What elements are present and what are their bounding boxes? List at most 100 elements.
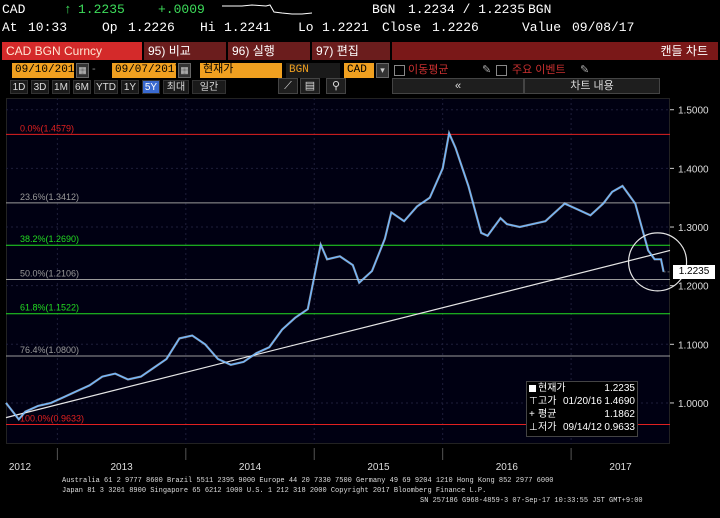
moving-average-label: 이동평균 [408,64,449,76]
legend-date: 01/20/16 [563,396,602,407]
fibonacci-level-label: 23.6%(1.3412) [20,192,79,202]
footer-contacts-2: Japan 81 3 3201 8900 Singapore 65 6212 1… [62,487,487,495]
end-date-field[interactable]: 09/07/2017 [112,63,181,78]
menu-edit-label: 편집 [336,44,359,58]
quote-source-2: BGN [528,2,552,17]
x-tick-label: 2012 [9,462,32,473]
menu-compare[interactable]: 95) 비교 [144,42,226,60]
calendar-icon[interactable]: ▦ [76,63,89,78]
high-marker-icon: ⊤ [529,396,538,407]
start-date-field[interactable]: 09/10/2012 [12,63,81,78]
bid-ask: 1.2234 / 1.2235 [408,2,526,17]
open-value: 1.2226 [128,20,175,35]
legend-row-high: ⊤ 고가 01/20/16 1.4690 [527,396,639,408]
menu-run-label: 실행 [252,44,275,58]
x-tick-label: 2017 [609,462,632,473]
zoom-icon[interactable]: ⚲ [326,78,346,94]
y-tick-label: 1.4000 [678,164,709,175]
legend-value: 1.1862 [604,409,635,420]
y-tick-label: 1.2000 [678,282,709,293]
chart-content-button[interactable]: 차트 내용 [524,78,660,94]
last-price-tag: 1.2235 [673,264,715,279]
fibonacci-level-label: 0.0%(1.4579) [20,123,74,133]
calendar-icon[interactable]: ▦ [178,63,191,78]
legend-label: 평균 [538,409,557,420]
y-tick-label: 1.5000 [678,106,709,117]
fibonacci-level-label: 38.2%(1.2690) [20,234,79,244]
value-label: Value [522,20,562,35]
events-label: 주요 이벤트 [512,64,566,76]
menu-run-num: 96) [232,44,250,58]
fibonacci-level-label: 76.4%(1.0800) [20,345,79,355]
footer-contacts-1: Australia 61 2 9777 8600 Brazil 5511 239… [62,477,554,485]
period-button-일간[interactable]: 일간 [192,80,226,94]
pencil-icon[interactable]: ✎ [482,64,492,76]
quote-header-line-2: At 10:33 Op 1.2226 Hi 1.2241 Lo 1.2221 C… [0,18,720,36]
date-separator: - [92,63,96,75]
pencil-icon[interactable]: ✎ [580,64,590,76]
close-label: Close [382,20,422,35]
legend-label: 현재가 [538,383,566,394]
average-marker-icon: + [529,409,535,420]
period-button-최대[interactable]: 최대 [163,80,189,94]
period-button-ytd[interactable]: YTD [94,80,118,94]
menu-run[interactable]: 96) 실행 [228,42,310,60]
value-date: 09/08/17 [572,20,635,35]
fibonacci-level-label: 50.0%(1.2106) [20,268,79,278]
events-checkbox[interactable] [496,65,507,76]
quote-header-line-1: CAD ↑ 1.2235 +.0009 BGN 1.2234 / 1.2235 … [0,0,720,18]
scroll-back-button[interactable]: « [392,78,524,94]
ticker: CAD [2,2,26,17]
source-field[interactable]: BGN [286,63,340,78]
x-tick-label: 2014 [239,462,262,473]
menu-edit[interactable]: 97) 편집 [312,42,390,60]
period-button-1m[interactable]: 1M [52,80,70,94]
dropdown-icon[interactable]: ▾ [376,63,389,78]
period-button-3d[interactable]: 3D [31,80,49,94]
legend-value: 1.2235 [604,383,635,394]
quote-time: 10:33 [28,20,68,35]
security-name[interactable]: CAD BGN Curncy [2,42,142,60]
legend-label: 저가 [538,422,557,433]
legend-value: 1.4690 [604,396,635,407]
chart-legend: 현재가 1.2235 ⊤ 고가 01/20/16 1.4690 + 평균 1.1… [526,381,638,437]
y-tick-label: 1.3000 [678,223,709,234]
line-chart-icon[interactable]: ⟋ [278,78,298,94]
fibonacci-level-label: 100.0%(0.9633) [20,413,84,423]
trend-line [5,249,671,419]
moving-average-checkbox[interactable] [394,65,405,76]
low-value: 1.2221 [322,20,369,35]
up-arrow-icon: ↑ [64,2,72,17]
low-marker-icon: ⊥ [529,422,538,433]
legend-row-last: 현재가 1.2235 [527,383,639,395]
chart-content-label: 차트 내용 [570,80,614,92]
currency-field[interactable]: CAD [344,63,374,78]
highlight-circle [627,232,688,292]
high-label: Hi [200,20,216,35]
high-value: 1.2241 [224,20,271,35]
chart-type-button[interactable]: 캔들 차트 [392,42,718,60]
x-tick-label: 2016 [496,462,519,473]
x-tick-label: 2013 [110,462,133,473]
quote-source: BGN [372,2,396,17]
menu-edit-num: 97) [316,44,334,58]
price-change: +.0009 [158,2,205,17]
period-button-1y[interactable]: 1Y [121,80,139,94]
period-button-1d[interactable]: 1D [10,80,28,94]
low-label: Lo [298,20,314,35]
close-value: 1.2226 [432,20,479,35]
sparkline [222,4,312,15]
at-label: At [2,20,18,35]
period-button-5y[interactable]: 5Y [142,80,160,94]
y-tick-label: 1.0000 [678,399,709,410]
menu-compare-num: 95) [148,44,166,58]
legend-label: 고가 [538,396,557,407]
table-icon[interactable]: ▤ [300,78,320,94]
menu-compare-label: 비교 [168,44,191,58]
legend-row-low: ⊥ 저가 09/14/12 0.9633 [527,422,639,434]
price-type-select[interactable]: 현재가 [200,63,282,78]
price-series-line [5,130,665,421]
period-button-6m[interactable]: 6M [73,80,91,94]
x-tick-label: 2015 [367,462,390,473]
footer-session: SN 257186 G968-4859-3 07-Sep-17 10:33:55… [420,497,643,505]
